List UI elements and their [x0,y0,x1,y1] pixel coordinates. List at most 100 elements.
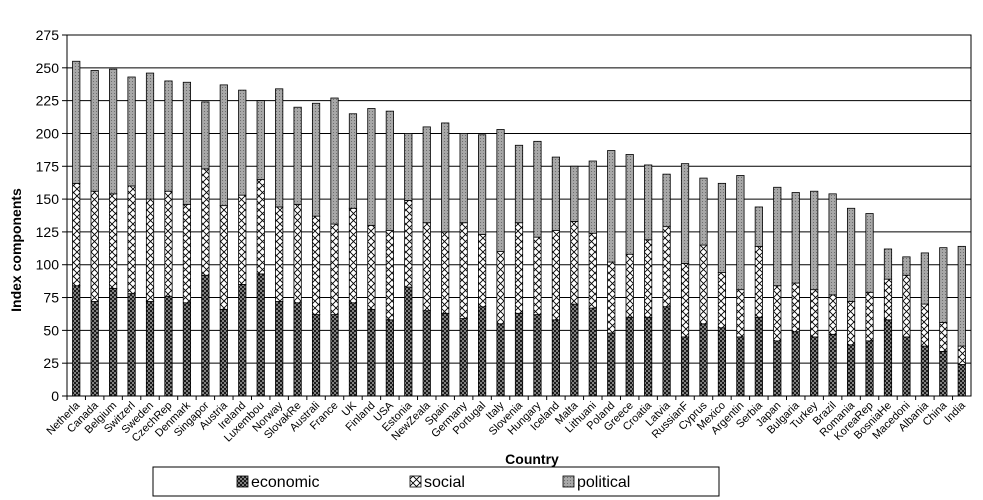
bar-political [625,154,634,255]
bar-social [570,221,579,305]
bar-political [902,256,911,276]
bar-economic [902,336,911,397]
bar-social [478,234,487,308]
bar-political [127,76,136,187]
y-tick-label: 275 [36,27,60,43]
legend-label-social: social [424,474,465,491]
bar-social [311,215,321,316]
y-tick-label: 0 [51,388,59,404]
bar-social [846,301,856,346]
legend-label-economic: economic [251,474,319,491]
bar-political [109,68,118,195]
bar-economic [256,273,265,397]
legend: economic social political [152,466,720,497]
y-tick-label: 175 [36,158,60,174]
bar-political [330,97,339,225]
bar-social [625,253,634,318]
bar-political [367,108,376,226]
bar-social [736,289,745,338]
bar-economic [311,314,321,397]
bar-social [275,206,284,302]
bar-political [865,213,874,293]
bar-social [920,303,929,347]
bar-political [311,102,321,217]
bar-economic [145,301,155,397]
bar-social [791,282,800,333]
bar-economic [385,319,394,397]
bar-social [459,222,468,319]
y-tick-label: 25 [43,355,59,371]
bar-social [551,230,560,321]
bar-social [717,272,727,329]
bar-political [791,192,800,284]
bar-social [496,251,505,325]
legend-swatch-social [409,475,422,488]
bar-social [441,231,450,314]
y-tick-labels: 0 25 50 75 100 125 150 175 200 225 250 275 [36,27,67,404]
bar-political [348,113,358,209]
bar-political [238,89,247,196]
bar-economic [662,306,671,397]
bar-economic [939,350,948,397]
bar-economic [607,332,616,397]
bar-social [662,226,671,308]
bar-social [514,222,524,314]
bar-social [385,230,394,321]
bar-economic [90,301,99,397]
y-tick-label: 225 [36,93,60,109]
bar-political [939,247,948,323]
bar-political [293,106,302,205]
bar-political [551,156,560,231]
bar-social [109,193,118,289]
y-tick-label: 200 [36,125,60,141]
bar-economic [330,314,339,397]
bar-economic [754,316,763,397]
bar-social [404,200,413,288]
bar-political [717,182,727,274]
bar-social [957,345,966,365]
bar-economic [201,274,210,397]
bar-political [533,140,542,238]
bar-social [348,207,358,304]
y-tick-label: 125 [36,224,60,240]
bar-political [570,165,579,222]
bar-social [773,285,782,342]
bar-political [920,252,929,305]
bar-political [588,160,597,234]
bar-political [164,80,173,192]
bar-economic [846,344,856,397]
bar-social [680,263,690,338]
bar-economic [865,340,874,397]
bar-economic [182,302,192,397]
bar-political [201,101,210,170]
bar-economic [404,286,413,397]
bar-social [588,232,597,309]
bar-political [680,163,690,264]
y-axis-title: Index components [8,188,24,312]
bar-political [773,186,782,287]
bar-political [459,133,468,224]
bar-economic [219,308,228,397]
bar-political [385,110,394,231]
bar-political [90,70,99,192]
bar-social [699,244,708,325]
bar-social [810,289,819,338]
bar-political [957,245,966,347]
bar-economic [72,285,81,397]
bar-economic [238,284,247,397]
bar-economic [127,293,136,397]
x-axis-title: Country [505,451,559,467]
bars-group [72,60,966,397]
bar-economic [459,318,468,397]
bar-social [72,182,81,287]
bar-social [219,205,228,310]
bar-social [607,261,616,334]
bar-economic [883,319,893,397]
bar-economic [588,307,597,397]
bar-economic [514,312,524,397]
bar-economic [551,319,560,397]
bar-economic [164,295,173,397]
bar-economic [717,327,727,397]
bar-economic [644,316,653,397]
bar-political [754,206,763,247]
